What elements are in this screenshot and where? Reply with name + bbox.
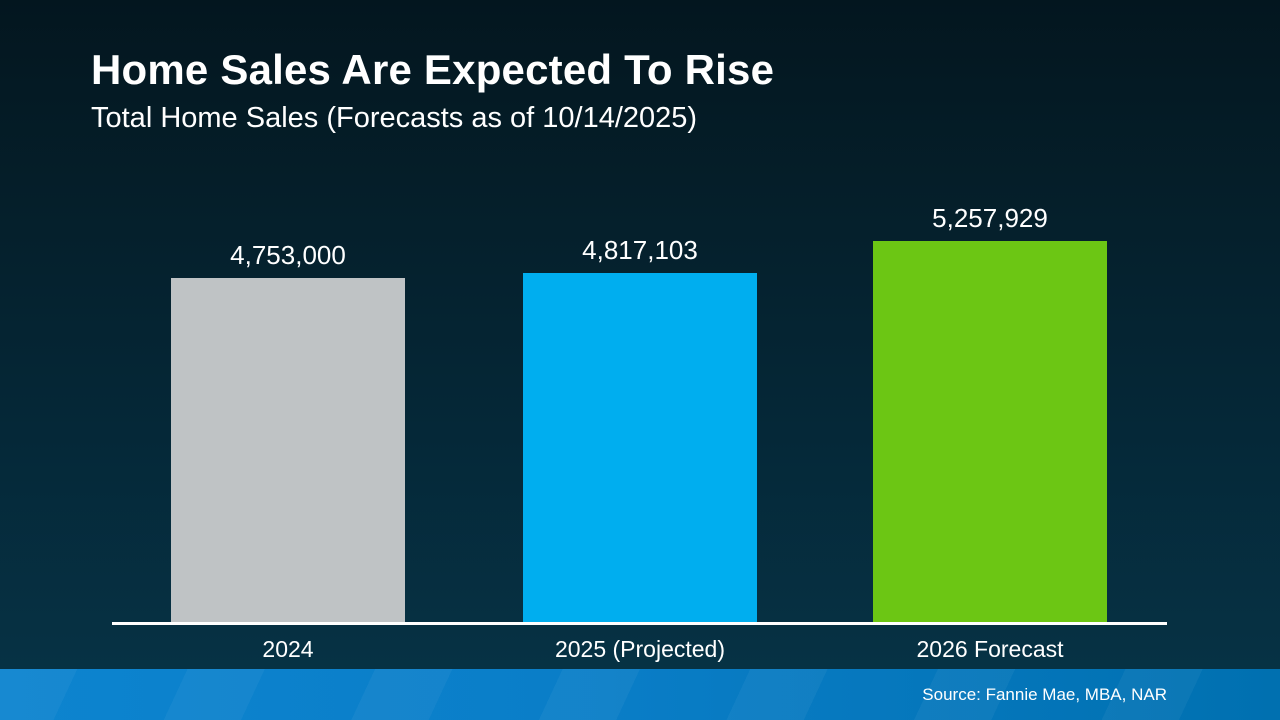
value-label: 4,753,000: [230, 240, 346, 270]
page-title: Home Sales Are Expected To Rise: [91, 46, 775, 93]
category-label: 2024: [262, 636, 314, 662]
bar-2026 Forecast: [873, 241, 1107, 622]
value-label: 5,257,929: [932, 203, 1048, 233]
category-label: 2026 Forecast: [916, 636, 1064, 662]
page-subtitle: Total Home Sales (Forecasts as of 10/14/…: [91, 102, 698, 134]
bar-2025 (Projected): [523, 273, 757, 622]
x-axis-line: [112, 622, 1167, 625]
footer-bar: Source: Fannie Mae, MBA, NAR: [0, 669, 1280, 720]
category-label: 2025 (Projected): [554, 636, 726, 662]
source-text: Source: Fannie Mae, MBA, NAR: [922, 684, 1167, 704]
value-label: 4,817,103: [582, 235, 698, 265]
bar-2024: [171, 278, 405, 622]
